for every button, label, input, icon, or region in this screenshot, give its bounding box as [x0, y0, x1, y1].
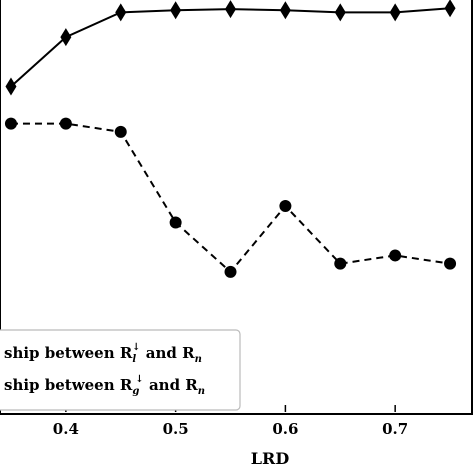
series-1-point	[279, 200, 292, 212]
series-1	[4, 117, 457, 278]
series-1-point	[224, 265, 237, 278]
series-1-point	[334, 257, 347, 270]
series-1-point	[389, 249, 402, 262]
series-1-point	[114, 125, 127, 138]
x-tick-label: 0.7	[382, 420, 408, 438]
series-1-point	[59, 117, 72, 130]
x-axis-label: LRD	[251, 449, 290, 468]
legend-entry-1: ship between Rg↓ and Rn	[4, 374, 205, 397]
x-tick-label: 0.6	[272, 420, 298, 438]
legend-entry-0: ship between Rl↓ and Rn	[4, 342, 202, 365]
legend: ship between Rl↓ and Rn ship between Rg↓ …	[0, 329, 241, 411]
x-tick-label: 0.5	[163, 420, 189, 438]
series-1-point	[169, 216, 182, 229]
series-0-point	[444, 0, 456, 18]
x-ticks: 0.4 0.5 0.6 0.7	[53, 405, 408, 438]
series-1-point	[444, 257, 457, 270]
series-0-line	[10, 7, 451, 88]
series-0-point	[60, 28, 72, 47]
series-0-point	[334, 3, 346, 22]
legend-box	[0, 329, 241, 411]
series-0-point	[5, 77, 17, 96]
series-0-point	[115, 3, 127, 22]
series-0	[5, 0, 456, 96]
series-0-point	[225, 0, 237, 19]
series-0-point	[389, 3, 401, 22]
series-1-line	[10, 122, 451, 274]
plot-frame	[0, 0, 473, 415]
series-0-point	[279, 1, 291, 20]
x-tick-label: 0.4	[53, 420, 79, 438]
series-1-point	[4, 117, 17, 130]
series-layer	[4, 0, 457, 278]
series-0-point	[170, 1, 182, 20]
